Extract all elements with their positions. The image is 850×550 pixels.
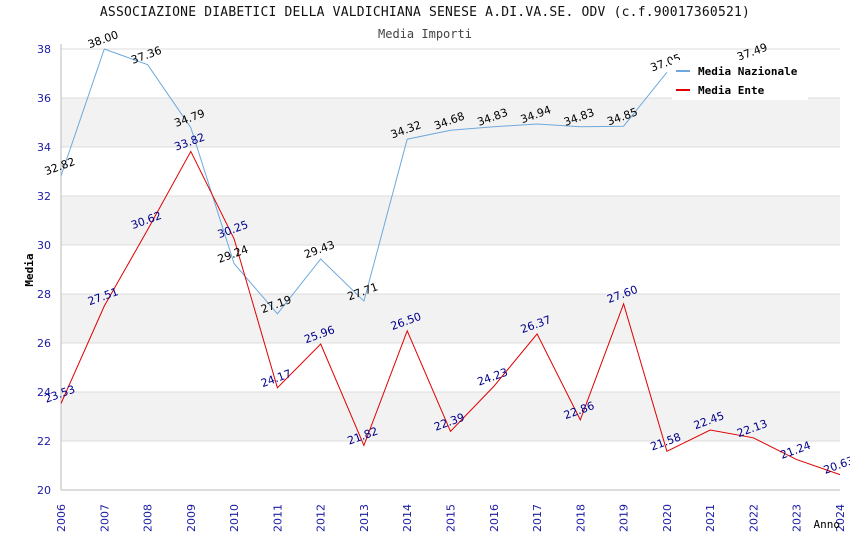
y-tick-label: 24 — [37, 386, 51, 399]
grid-band — [61, 392, 840, 441]
data-label: 32.82 — [43, 155, 77, 178]
y-tick-label: 20 — [37, 484, 51, 497]
y-tick-label: 30 — [37, 239, 51, 252]
x-tick-label: 2010 — [228, 504, 241, 532]
data-label: 29.24 — [216, 243, 250, 266]
legend-swatch — [676, 70, 690, 72]
x-tick-label: 2018 — [574, 504, 587, 532]
y-tick-label: 36 — [37, 92, 51, 105]
legend: Media Nazionale Media Ente — [672, 60, 808, 100]
y-axis-title: Media — [23, 253, 36, 286]
legend-label: Media Nazionale — [698, 64, 798, 78]
chart-title: ASSOCIAZIONE DIABETICI DELLA VALDICHIANA… — [99, 5, 751, 20]
x-tick-label: 2017 — [531, 504, 544, 532]
data-label: 24.17 — [259, 367, 293, 390]
series-lines — [60, 49, 841, 476]
axes — [60, 44, 840, 491]
x-tick-label: 2014 — [401, 504, 414, 532]
legend-item-media-ente: Media Ente — [672, 82, 764, 98]
data-label: 21.24 — [779, 439, 813, 462]
x-tick-label: 2009 — [185, 504, 198, 532]
x-tick-label: 2023 — [791, 504, 804, 532]
x-tick-label: 2020 — [661, 504, 674, 532]
y-tick-label: 22 — [37, 435, 51, 448]
series-line-media-ente — [60, 150, 841, 476]
y-tick-label: 34 — [37, 141, 51, 154]
x-tick-label: 2019 — [618, 504, 631, 532]
x-tick-label: 2006 — [55, 504, 68, 532]
y-tick-label: 26 — [37, 337, 51, 350]
x-tick-label: 2021 — [704, 504, 717, 532]
legend-item-media-nazionale: Media Nazionale — [672, 63, 797, 79]
x-axis-title: Anno — [814, 518, 841, 531]
legend-swatch — [676, 89, 690, 91]
x-tick-label: 2007 — [98, 504, 111, 532]
x-tick-label: 2024 — [834, 504, 847, 532]
x-tick-label: 2015 — [445, 504, 458, 532]
x-tick-label: 2022 — [747, 504, 760, 532]
x-tick-label: 2008 — [142, 504, 155, 532]
grid-band — [61, 98, 840, 147]
x-tick-label: 2012 — [315, 504, 328, 532]
grid-band — [61, 196, 840, 245]
y-tick-label: 32 — [37, 190, 51, 203]
data-label: 37.36 — [129, 44, 163, 67]
x-tick-label: 2016 — [488, 504, 501, 532]
legend-label: Media Ente — [698, 83, 765, 97]
y-tick-label: 38 — [37, 43, 51, 56]
x-tick-label: 2011 — [271, 504, 284, 532]
y-tick-label: 28 — [37, 288, 51, 301]
x-tick-label: 2013 — [358, 504, 371, 532]
data-label: 24.23 — [476, 366, 510, 389]
series-line-media-nazionale — [61, 49, 753, 314]
grid-band — [61, 294, 840, 343]
chart-subtitle: Media Importi — [378, 27, 472, 41]
